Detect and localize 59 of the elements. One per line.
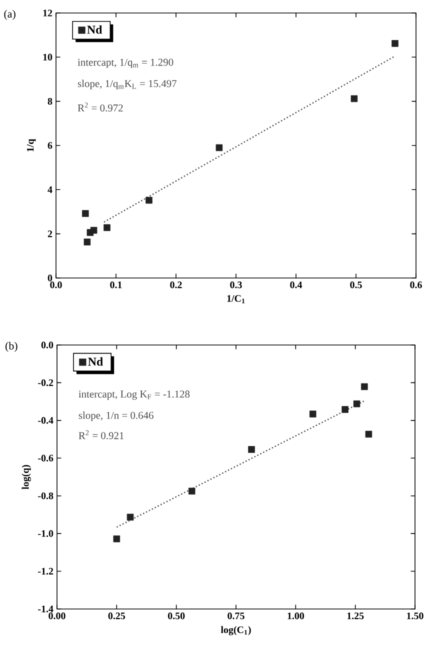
y-tick-label: 12 bbox=[43, 10, 52, 16]
x-axis-title: log(C$_{1}$) bbox=[220, 626, 251, 636]
y-tick-label: 2 bbox=[48, 230, 52, 238]
y-tick-label: 0.0 bbox=[41, 342, 54, 348]
point bbox=[126, 514, 134, 521]
x-tick-label: 0.2 bbox=[170, 282, 182, 288]
y-tick-label: 4 bbox=[48, 186, 52, 193]
point bbox=[342, 406, 348, 413]
point bbox=[216, 144, 223, 152]
point bbox=[248, 446, 255, 453]
x-tick-label: 0.75 bbox=[228, 612, 244, 620]
point bbox=[350, 95, 358, 102]
legend-label: Nd bbox=[87, 25, 102, 34]
y-tick-label: 8 bbox=[48, 98, 52, 105]
point bbox=[361, 383, 368, 390]
chart-title: (a) bbox=[4, 10, 16, 20]
y-axis-title: log(q) bbox=[22, 464, 31, 490]
y-tick-label: -1.2 bbox=[38, 568, 54, 575]
annotation: slope, 1/n = 0.646 bbox=[78, 412, 154, 422]
y-axis-title: 1/q bbox=[26, 138, 36, 152]
x-tick-label: 1.00 bbox=[288, 612, 304, 620]
legend-label: Nd bbox=[88, 357, 103, 366]
point bbox=[82, 210, 89, 217]
x-tick-label: 1.25 bbox=[347, 612, 364, 620]
x-tick-label: 0.25 bbox=[108, 612, 126, 620]
point bbox=[309, 410, 316, 418]
y-tick-label: -0.6 bbox=[38, 454, 54, 462]
point bbox=[146, 196, 152, 204]
point bbox=[104, 224, 110, 232]
y-tick-label: -0.4 bbox=[38, 417, 54, 424]
y-tick-label: 10 bbox=[43, 54, 52, 61]
x-tick-label: 0.00 bbox=[48, 612, 66, 620]
y-tick-label: -0.2 bbox=[38, 379, 54, 386]
point bbox=[353, 400, 360, 408]
x-tick-label: 1.50 bbox=[407, 612, 424, 620]
y-tick-label: 0 bbox=[48, 274, 52, 282]
chart-title: (b) bbox=[6, 342, 18, 352]
annotation: intercapt, 1/q$_{m}$ = 1.290 bbox=[78, 58, 174, 68]
annotation: slope, 1/q$_{m}$K$_{L}$ = 15.497 bbox=[78, 80, 177, 90]
x-tick-label: 0.50 bbox=[168, 612, 185, 620]
annotation: intercapt, Log K$_{F}$ = -1.128 bbox=[78, 390, 190, 400]
x-tick-label: 0.6 bbox=[410, 282, 422, 288]
point bbox=[188, 488, 196, 495]
x-axis-title: 1/C$_{1}$ bbox=[227, 295, 245, 304]
x-tick-label: 0.5 bbox=[350, 282, 362, 288]
annotation: R$^{2}$ = 0.972 bbox=[78, 102, 123, 112]
point bbox=[392, 40, 398, 47]
x-tick-label: 0.3 bbox=[230, 282, 242, 288]
y-tick-label: 6 bbox=[48, 142, 52, 149]
y-tick-label: -0.8 bbox=[38, 492, 54, 500]
point bbox=[90, 226, 98, 234]
annotation: R$^{2}$ = 0.921 bbox=[78, 430, 124, 440]
x-tick-label: 0.1 bbox=[110, 282, 122, 288]
point bbox=[84, 238, 91, 246]
point bbox=[365, 430, 372, 438]
y-tick-label: -1.4 bbox=[38, 606, 54, 612]
point bbox=[113, 535, 120, 542]
x-tick-label: 0.4 bbox=[290, 282, 302, 288]
y-tick-label: -1.0 bbox=[38, 530, 54, 537]
